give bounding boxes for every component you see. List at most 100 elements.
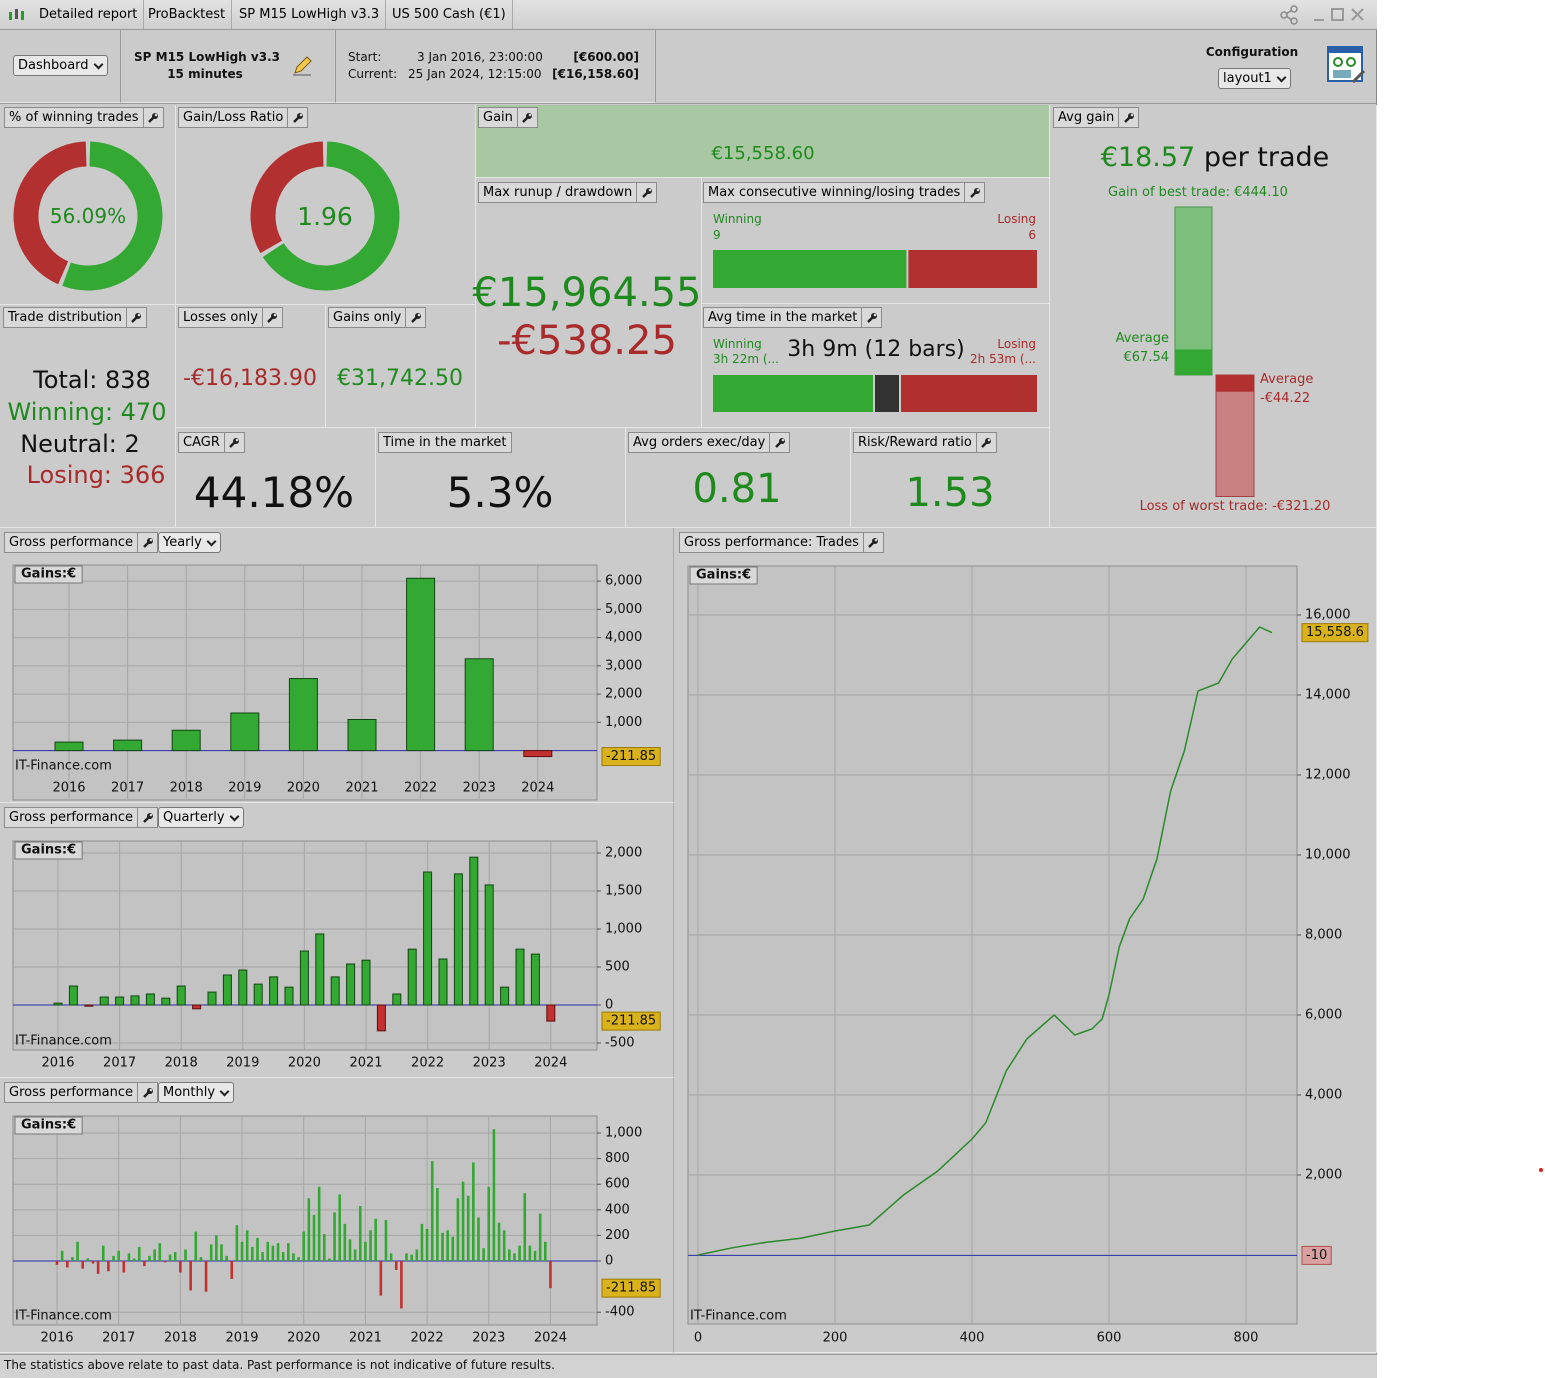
settings-button[interactable] — [405, 308, 425, 327]
period-select[interactable]: Quarterly — [158, 807, 244, 828]
panel — [476, 105, 1050, 178]
bar — [101, 1245, 105, 1262]
bar — [153, 1249, 156, 1262]
settings-button[interactable] — [125, 308, 146, 327]
panel-title-text: Gain — [483, 110, 513, 125]
view-select[interactable]: Dashboard — [13, 55, 108, 76]
settings-button[interactable] — [1118, 108, 1138, 127]
panel-title-text: Risk/Reward ratio — [858, 435, 972, 450]
settings-button[interactable] — [261, 308, 282, 327]
wrench-icon — [229, 437, 240, 448]
tab[interactable]: US 500 Cash (€1) — [386, 0, 513, 29]
bar — [518, 1245, 521, 1262]
bar — [220, 1244, 223, 1262]
start-date: 3 Jan 2016, 23:00:00 — [417, 50, 543, 64]
settings-button[interactable] — [223, 433, 244, 452]
value-badge — [601, 1278, 661, 1298]
bar — [240, 1241, 244, 1262]
bar — [55, 1261, 59, 1265]
settings-button[interactable] — [137, 1083, 157, 1102]
bar — [115, 996, 125, 1006]
plot-area — [687, 565, 1298, 1325]
plot-area — [12, 564, 598, 801]
bar — [384, 1220, 388, 1262]
close-button[interactable] — [1351, 8, 1364, 21]
bar — [276, 1243, 280, 1262]
bar — [253, 983, 263, 1006]
panel-title-text: CAGR — [183, 435, 220, 450]
panel — [0, 305, 176, 528]
x-tick-label: 2023 — [463, 781, 496, 796]
chart-title: Gross performance: Trades — [679, 532, 884, 553]
wrench-icon — [981, 437, 992, 448]
bar — [430, 1161, 434, 1262]
bar — [91, 1261, 95, 1264]
settings-button[interactable] — [142, 108, 163, 127]
bar — [484, 884, 494, 1006]
settings-button[interactable] — [862, 533, 883, 552]
bar — [502, 1230, 506, 1262]
tab[interactable]: SP M15 LowHigh v3.3 — [233, 0, 387, 29]
x-tick-label: 200 — [823, 1331, 848, 1346]
max-drawdown: -€538.25 — [497, 318, 677, 364]
settings-button[interactable] — [287, 108, 307, 127]
tab[interactable]: ProBacktest — [142, 0, 233, 29]
avg-win: €67.54 — [1123, 350, 1170, 365]
bar — [441, 1232, 444, 1262]
chart-title-text: Gross performance — [9, 810, 134, 825]
x-tick-label: 2021 — [349, 1056, 382, 1071]
settings-button[interactable] — [861, 308, 881, 327]
y-tick-label: 12,000 — [1305, 768, 1351, 783]
bar — [549, 1261, 552, 1289]
axis-label: Gains:€ — [696, 568, 751, 583]
x-tick-label: 2024 — [534, 1331, 567, 1346]
bar — [538, 1213, 542, 1262]
bar — [112, 1255, 115, 1262]
settings-button[interactable] — [975, 433, 996, 452]
value-badge — [1301, 623, 1369, 643]
bar — [209, 1244, 213, 1262]
bar — [438, 958, 448, 1006]
bar — [251, 1246, 254, 1262]
bar — [161, 997, 171, 1006]
tab-bar: Detailed report ProBacktest SP M15 LowHi… — [0, 0, 1377, 30]
bar — [96, 1261, 100, 1274]
settings-button[interactable] — [137, 808, 157, 827]
donut-segment — [62, 141, 163, 291]
bar — [533, 1250, 537, 1262]
losses-only: -€16,183.90 — [183, 366, 317, 391]
settings-button[interactable] — [137, 533, 157, 552]
settings-button[interactable] — [516, 108, 537, 127]
bar — [523, 750, 553, 758]
bar — [1216, 375, 1254, 392]
x-tick-label: 2022 — [411, 1056, 444, 1071]
bar — [292, 1253, 295, 1262]
settings-button[interactable] — [636, 183, 656, 202]
panel-title-text: Avg time in the market — [708, 310, 858, 325]
period-select[interactable]: Monthly — [158, 1082, 235, 1103]
layout-select[interactable]: layout1 — [1218, 68, 1291, 89]
edit-button[interactable] — [290, 54, 314, 78]
bar — [137, 1246, 141, 1262]
settings-button[interactable] — [964, 183, 984, 202]
bar — [361, 959, 371, 1006]
bar — [406, 577, 436, 752]
configure-button[interactable] — [1327, 46, 1367, 86]
share-button[interactable] — [1280, 5, 1298, 25]
bar — [302, 1231, 306, 1262]
chart-title: Gross performance — [4, 807, 159, 828]
bar — [348, 1239, 352, 1262]
bar — [132, 1258, 136, 1262]
y-tick-label: 2,000 — [1305, 1168, 1342, 1183]
period-select[interactable]: Yearly — [158, 532, 221, 553]
bar — [544, 1241, 547, 1262]
tab[interactable]: Detailed report — [33, 0, 145, 29]
chart-title-text: Gross performance: Trades — [684, 535, 859, 550]
panel-title: Time in the market — [378, 432, 512, 453]
start-label: Start: — [348, 50, 382, 64]
maximize-button[interactable] — [1331, 8, 1344, 21]
panel — [626, 428, 851, 528]
settings-button[interactable] — [769, 433, 789, 452]
panel-title-text: Trade distribution — [8, 310, 122, 325]
x-tick-label: 2021 — [345, 781, 378, 796]
